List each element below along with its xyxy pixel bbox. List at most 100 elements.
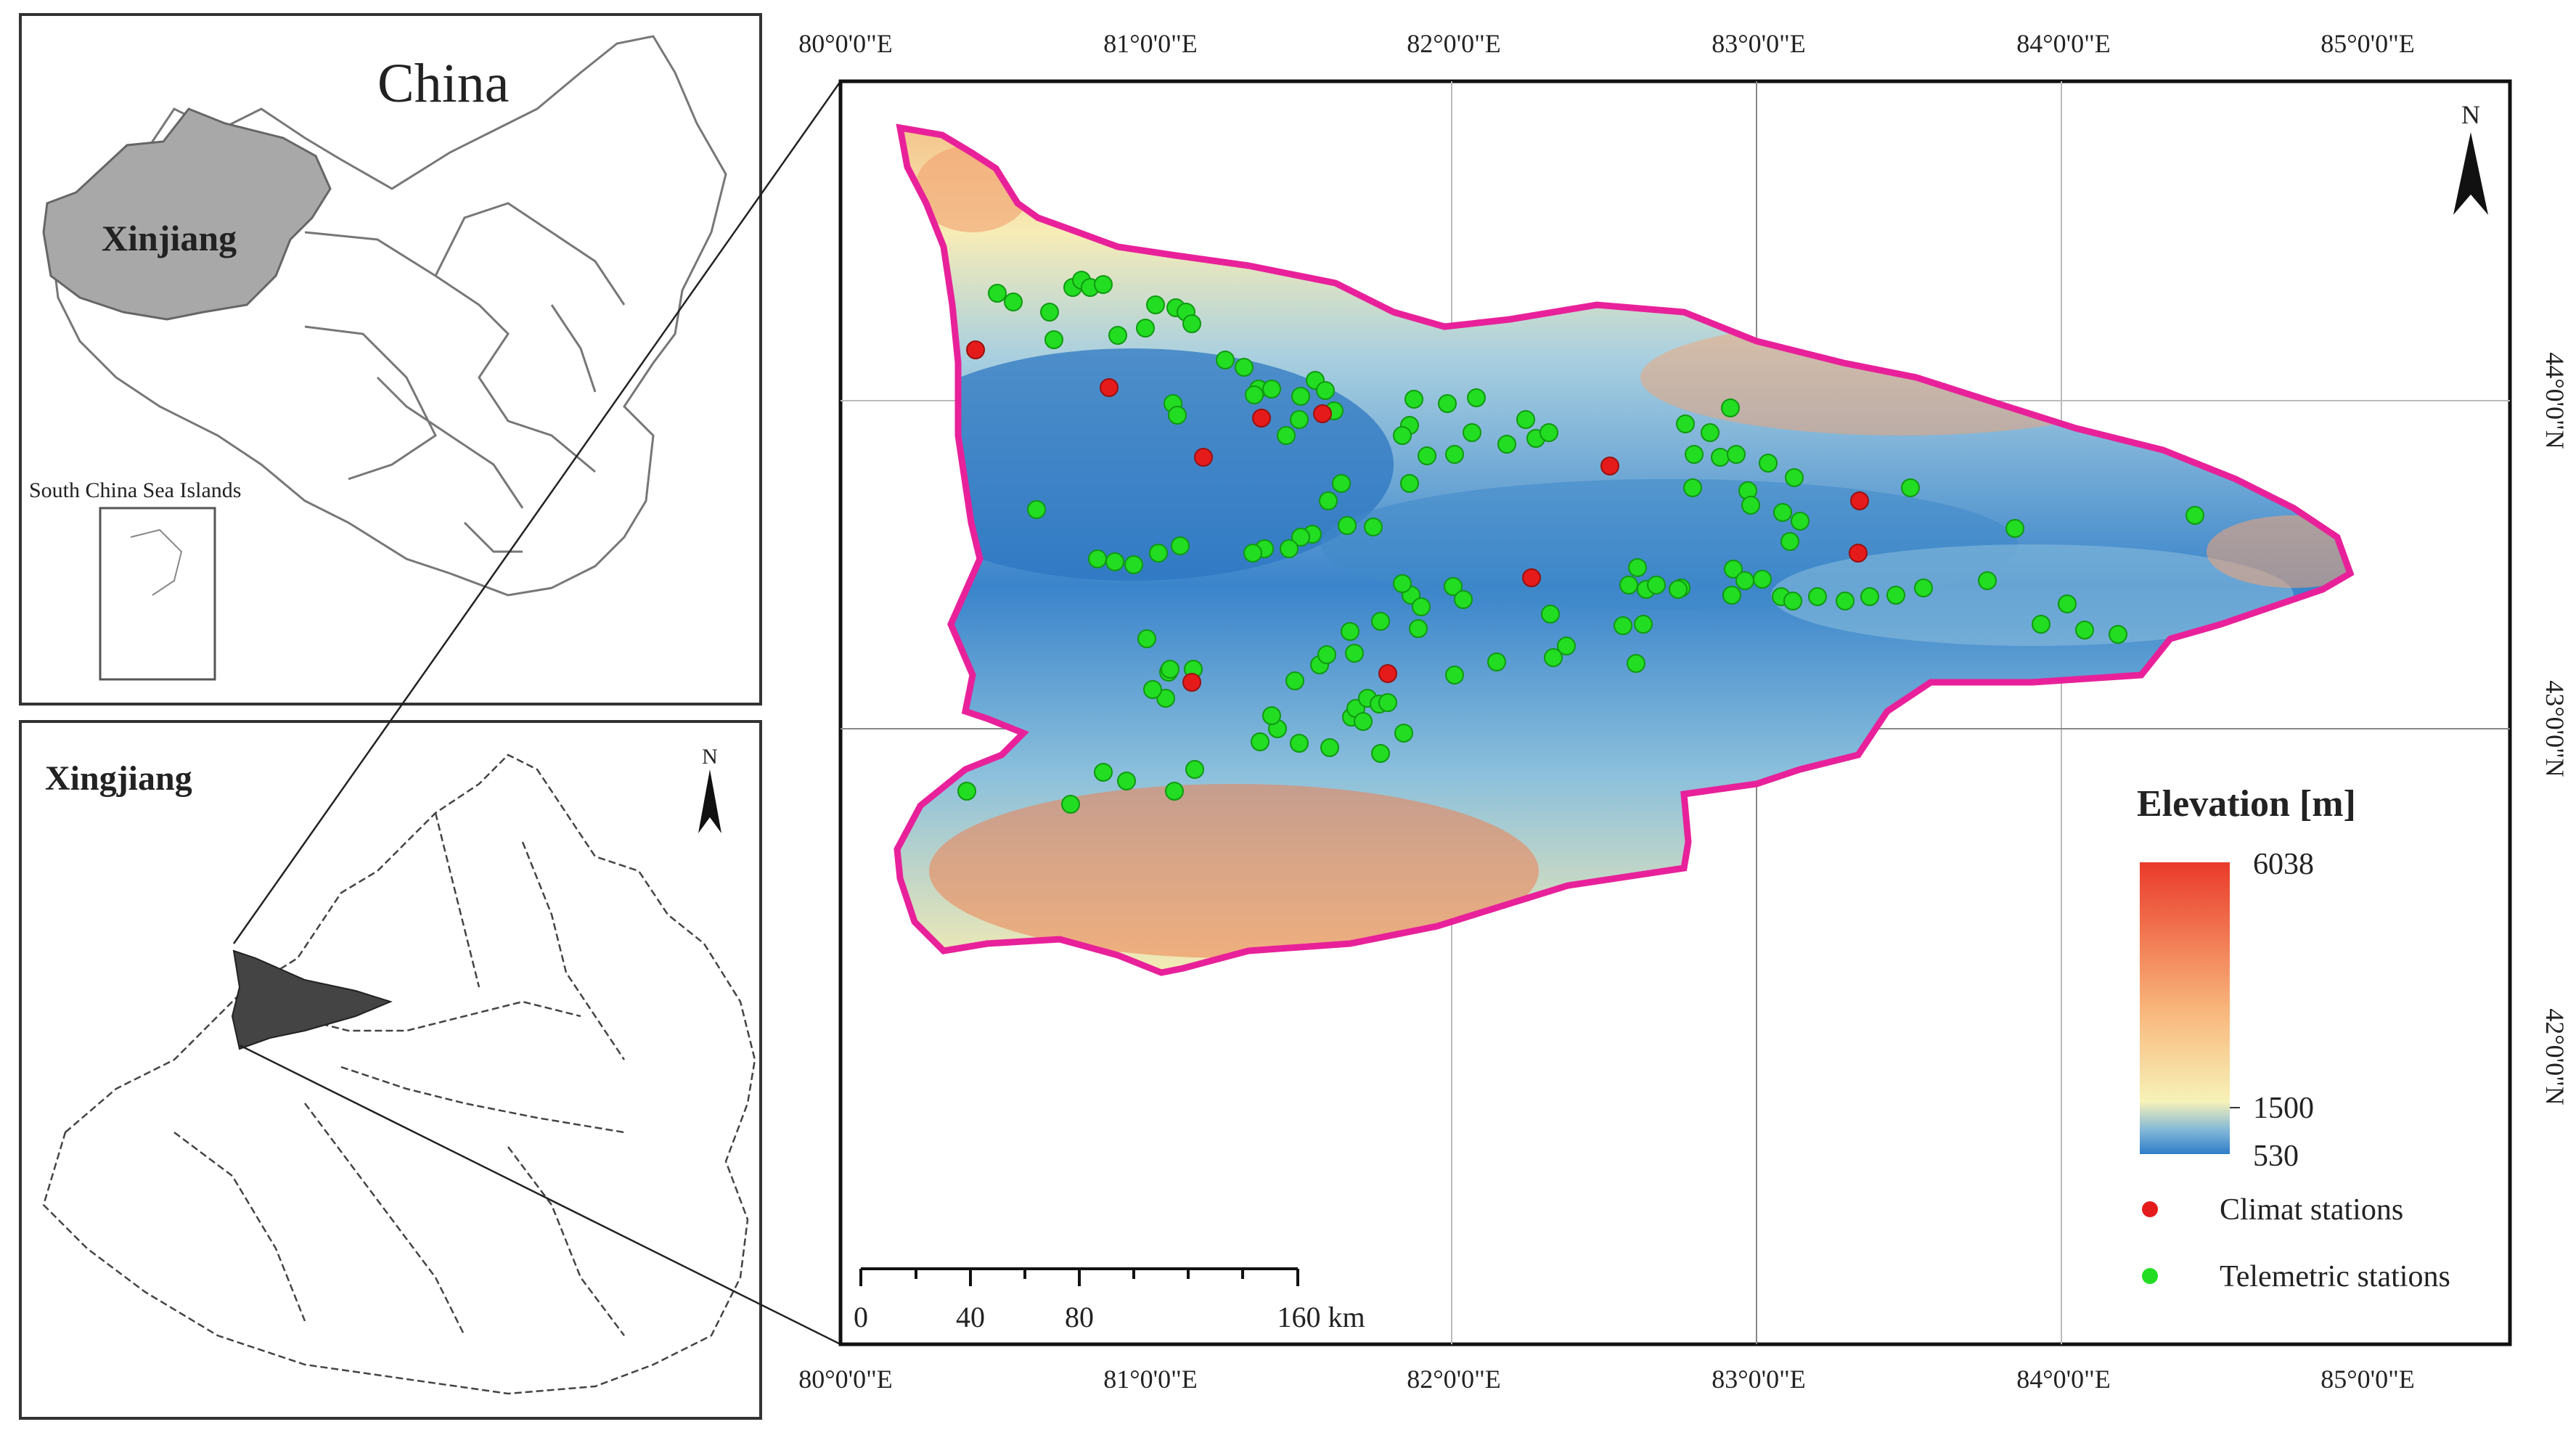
legend-colorbar bbox=[2140, 862, 2230, 1154]
telemetric-station-marker bbox=[1780, 532, 1799, 551]
telemetric-station-marker bbox=[1753, 570, 1772, 589]
lon-top-85: 85°0'0"E bbox=[2321, 29, 2415, 58]
telemetric-station-marker bbox=[1040, 303, 1059, 322]
telemetric-station-marker bbox=[1785, 468, 1804, 487]
telemetric-station-marker bbox=[1285, 671, 1304, 690]
telemetric-station-marker bbox=[1404, 390, 1423, 409]
telemetric-station-marker bbox=[1277, 426, 1296, 445]
telemetric-station-marker bbox=[1487, 653, 1506, 671]
telemetric-station-marker bbox=[1378, 693, 1397, 712]
telemetric-station-marker bbox=[1454, 590, 1473, 609]
telemetric-station-marker bbox=[1724, 560, 1743, 579]
xinjiang-region bbox=[42, 107, 332, 321]
scale-tick-160: 160 km bbox=[1277, 1301, 1365, 1333]
telemetric-station-marker bbox=[1438, 394, 1457, 413]
telemetric-station-marker bbox=[1168, 406, 1187, 425]
telemetric-station-marker bbox=[1886, 586, 1905, 605]
telemetric-station-marker bbox=[1628, 558, 1647, 577]
telemetric-station-marker bbox=[1741, 496, 1760, 515]
telemetric-station-marker bbox=[1245, 385, 1264, 404]
telemetric-station-marker bbox=[1319, 491, 1338, 510]
telemetric-station-marker bbox=[1541, 605, 1560, 624]
lon-top-80: 80°0'0"E bbox=[798, 29, 893, 58]
lon-top-84: 84°0'0"E bbox=[2016, 29, 2111, 58]
telemetric-station-marker bbox=[1808, 587, 1827, 606]
telemetric-station-marker bbox=[1108, 326, 1127, 345]
xinjiang-inset-frame bbox=[19, 720, 762, 1420]
climate-stations bbox=[966, 340, 1869, 692]
legend-telemetric-label: Telemetric stations bbox=[2220, 1260, 2450, 1293]
svg-text:N: N bbox=[702, 745, 718, 769]
telemetric-station-marker bbox=[1394, 724, 1413, 743]
telemetric-station-marker bbox=[1773, 503, 1792, 522]
xinjiang-inset-title: Xingjiang bbox=[45, 759, 192, 798]
climate-station-marker bbox=[1252, 409, 1271, 428]
telemetric-station-marker bbox=[1860, 587, 1879, 606]
lon-bottom-84: 84°0'0"E bbox=[2016, 1365, 2111, 1394]
telemetric-station-marker bbox=[1634, 615, 1653, 634]
telemetric-station-marker bbox=[2185, 506, 2204, 525]
telemetric-station-marker bbox=[1061, 795, 1080, 814]
lon-top-83: 83°0'0"E bbox=[1712, 29, 1806, 58]
telemetric-station-marker bbox=[1735, 571, 1754, 590]
telemetric-station-marker bbox=[1291, 387, 1310, 406]
telemetric-station-marker bbox=[2109, 625, 2127, 644]
telemetric-station-marker bbox=[2058, 594, 2077, 613]
telemetric-station-marker bbox=[1393, 426, 1412, 445]
telemetric-station-marker bbox=[1418, 446, 1436, 465]
telemetric-station-marker bbox=[1171, 536, 1190, 555]
islands-coast bbox=[130, 528, 183, 596]
xinjiang-label: Xinjiang bbox=[102, 218, 237, 258]
islands-label: South China Sea Islands bbox=[29, 478, 242, 502]
telemetric-station-marker bbox=[1338, 516, 1357, 535]
telemetric-station-marker bbox=[1683, 478, 1702, 497]
telemetric-station-marker bbox=[1105, 552, 1124, 571]
telemetric-station-marker bbox=[1619, 576, 1638, 594]
telemetric-station-marker bbox=[988, 284, 1007, 303]
lon-bottom-80: 80°0'0"E bbox=[798, 1365, 893, 1394]
lat-42: 42°0'0"N bbox=[2540, 1008, 2569, 1105]
lat-43: 43°0'0"N bbox=[2540, 680, 2569, 777]
climate-station-marker bbox=[1850, 491, 1869, 510]
telemetric-station-marker bbox=[1371, 612, 1390, 631]
lon-labels-top: 80°0'0"E 81°0'0"E 82°0'0"E 83°0'0"E 84°0… bbox=[798, 29, 2415, 58]
telemetric-station-marker bbox=[1467, 388, 1486, 407]
telemetric-station-marker bbox=[1004, 293, 1023, 311]
telemetric-station-marker bbox=[1412, 597, 1431, 616]
telemetric-station-marker bbox=[1235, 358, 1254, 377]
telemetric-station-marker bbox=[1124, 555, 1143, 574]
telemetric-station-marker bbox=[1088, 549, 1107, 568]
telemetric-station-marker bbox=[1044, 330, 1063, 349]
telemetric-station-marker bbox=[1544, 648, 1563, 667]
telemetric-station-marker bbox=[1161, 660, 1179, 679]
telemetric-station-marker bbox=[1676, 414, 1695, 433]
telemetric-station-marker bbox=[1647, 576, 1666, 594]
lon-labels-bottom: 80°0'0"E 81°0'0"E 82°0'0"E 83°0'0"E 84°0… bbox=[798, 1365, 2415, 1394]
climate-station-marker bbox=[1194, 448, 1213, 467]
lat-labels: 44°0'0"N 43°0'0"N 42°0'0"N bbox=[2540, 352, 2569, 1105]
telemetric-station-marker bbox=[1345, 644, 1364, 663]
telemetric-station-marker bbox=[1701, 423, 1720, 442]
telemetric-station-marker bbox=[1341, 622, 1359, 641]
telemetric-station-marker bbox=[2005, 519, 2024, 538]
legend-mid: 1500 bbox=[2253, 1092, 2314, 1125]
telemetric-station-marker bbox=[1669, 580, 1688, 599]
scale-tick-40: 40 bbox=[956, 1301, 985, 1333]
telemetric-station-marker bbox=[1445, 666, 1464, 684]
china-label: China bbox=[377, 53, 510, 114]
telemetric-station-marker bbox=[2032, 615, 2050, 634]
climate-station-marker bbox=[1100, 378, 1119, 397]
climate-station-marker bbox=[1182, 673, 1201, 692]
telemetric-station-marker bbox=[1165, 782, 1184, 801]
telemetric-station-marker bbox=[1251, 732, 1269, 751]
telemetric-station-marker bbox=[1978, 571, 1997, 590]
legend: Elevation [m] 6038 1500 530 Climat stati… bbox=[2137, 783, 2450, 1293]
legend-telemetric-marker bbox=[2142, 1268, 2158, 1284]
xinjiang-boundaries bbox=[42, 753, 756, 1395]
climate-station-marker bbox=[1522, 568, 1541, 587]
main-map: N Elevation [m] 6038 1500 530 Climat sta… bbox=[838, 79, 2512, 1346]
telemetric-station-marker bbox=[1320, 738, 1339, 757]
telemetric-station-marker bbox=[1143, 680, 1162, 699]
connector-top bbox=[232, 81, 842, 944]
telemetric-station-marker bbox=[1216, 351, 1235, 369]
